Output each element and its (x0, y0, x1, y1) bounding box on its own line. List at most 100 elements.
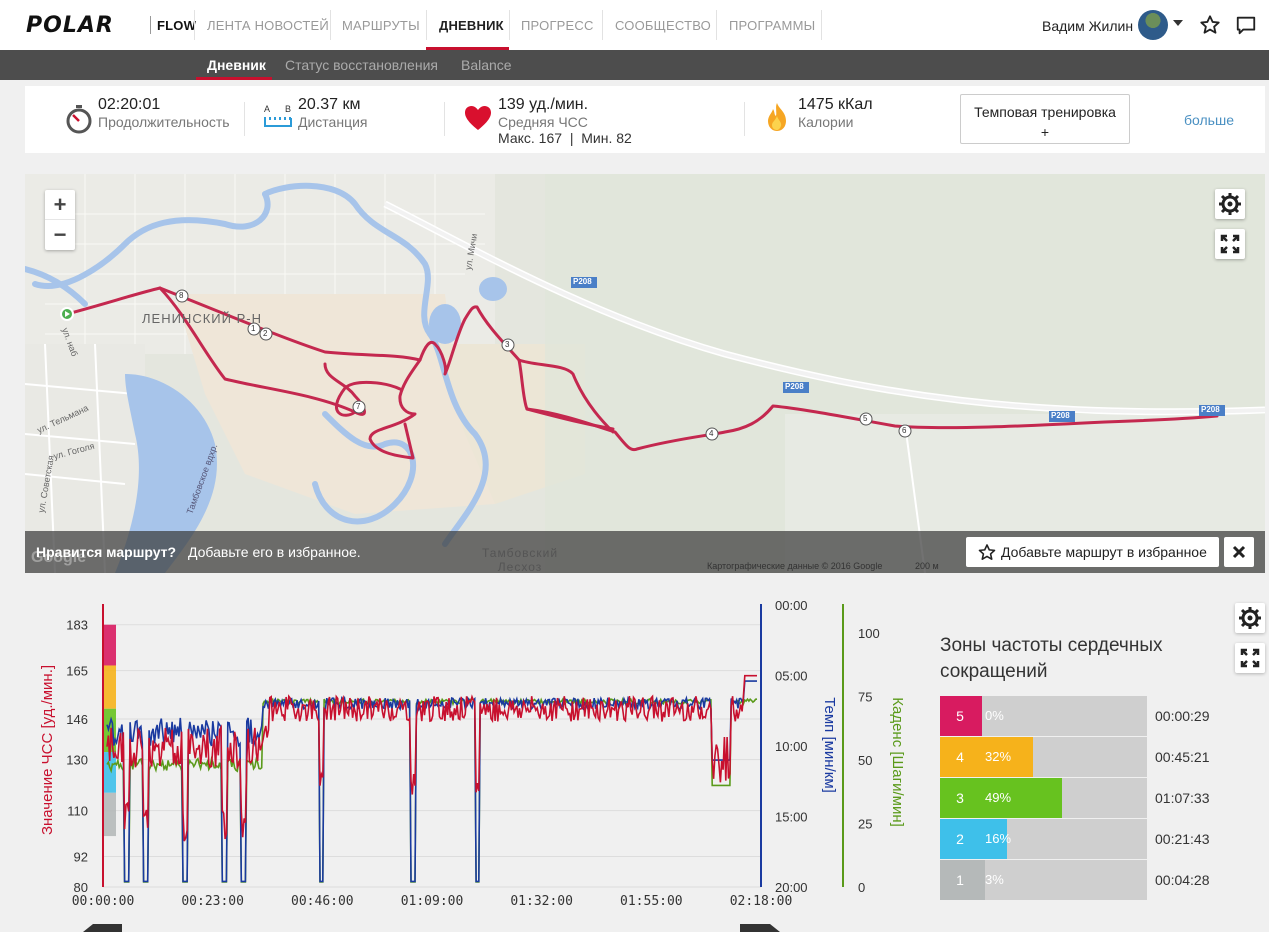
time-tick-label: 02:18:00 (730, 894, 793, 909)
duration-block: 02:20:01 Продолжительность (98, 96, 230, 130)
pace-tick-label: 20:00 (775, 880, 808, 895)
time-tick-label: 00:00:00 (72, 894, 135, 909)
nav-active-indicator (426, 47, 509, 50)
distance-value: 20.37 км (298, 96, 361, 113)
subnav-diary[interactable]: Дневник (207, 57, 266, 73)
hr-zone-percent: 32% (985, 749, 1012, 764)
cadence-tick-label: 0 (858, 880, 865, 895)
range-handle-right (740, 924, 780, 932)
hr-zone-time: 01:07:33 (1155, 790, 1210, 806)
chart-settings-button[interactable] (1235, 603, 1265, 633)
subnav-balance[interactable]: Balance (461, 57, 512, 73)
user-name[interactable]: Вадим Жилин (1042, 18, 1134, 34)
zone-strip (104, 624, 116, 666)
hr-zone-percent: 49% (985, 790, 1012, 805)
calories-block: 1475 кКал Калории (798, 96, 873, 130)
hr-tick-label: 92 (74, 849, 88, 864)
avatar[interactable] (1138, 10, 1168, 40)
hr-tick-label: 110 (67, 804, 88, 819)
zone-strip (104, 792, 116, 837)
route-marker: 3 (505, 340, 510, 349)
nav-item-routes[interactable]: МАРШРУТЫ (342, 18, 420, 33)
summary-divider (744, 102, 745, 136)
map-zoom-control: + − (45, 190, 75, 250)
map-fullscreen-button[interactable] (1215, 229, 1245, 259)
hr-zone-number: 2 (940, 819, 980, 859)
nav-divider (716, 10, 717, 40)
pace-series-line (106, 680, 757, 883)
zoom-in-button[interactable]: + (45, 190, 75, 220)
hr-tick-label: 165 (66, 664, 88, 679)
top-navigation: POLAR FLOW ЛЕНТА НОВОСТЕЙ МАРШРУТЫ ДНЕВН… (0, 0, 1269, 50)
hr-zone-number: 3 (940, 778, 980, 818)
nav-item-news-feed[interactable]: ЛЕНТА НОВОСТЕЙ (207, 18, 329, 33)
flame-icon (768, 103, 786, 131)
subnav-recovery-status[interactable]: Статус восстановления (285, 57, 438, 73)
nav-flow[interactable]: FLOW (157, 18, 197, 33)
hr-minmax: Макс. 167 | Мин. 82 (498, 130, 632, 146)
route-marker: 1 (251, 324, 256, 333)
nav-item-community[interactable]: СООБЩЕСТВО (615, 18, 711, 33)
pace-axis-label: Темп [мин/км] (821, 697, 838, 793)
fullscreen-icon (1220, 234, 1240, 254)
more-link[interactable]: больше (1184, 112, 1234, 128)
route-marker: 2 (263, 329, 268, 338)
stopwatch-icon (66, 105, 92, 134)
cadence-tick-label: 100 (858, 626, 880, 641)
distance-label: Дистанция (298, 114, 368, 130)
distance-icon: A B (263, 104, 293, 130)
route-marker: 8 (179, 291, 184, 300)
route-map[interactable]: ЛЕНИНСКИЙ Р-Н Тамбовский Лесхоз P208 P208… (25, 174, 1265, 573)
district-label: ЛЕНИНСКИЙ Р-Н (142, 311, 262, 326)
sport-profile-button[interactable]: Темповая тренировка + (960, 94, 1130, 144)
route-marker: 4 (709, 429, 714, 438)
training-chart[interactable]: 183 165 146 130 110 92 80 00:00 05:00 10:00 15:00 2… (25, 590, 915, 932)
fullscreen-icon (1240, 648, 1260, 668)
hr-zone-bar (980, 819, 1007, 859)
hr-zone-row: 1 3% (940, 860, 1147, 900)
zoom-out-button[interactable]: − (53, 222, 67, 247)
close-banner-button[interactable] (1224, 537, 1254, 567)
hr-label: Средняя ЧСС (498, 114, 588, 130)
time-tick-label: 01:32:00 (510, 894, 573, 909)
hr-zone-row: 5 0% (940, 696, 1147, 736)
nav-divider (426, 10, 427, 40)
hr-zone-percent: 3% (985, 872, 1004, 887)
time-tick-label: 01:09:00 (401, 894, 464, 909)
distance-block: 20.37 км Дистанция (298, 96, 368, 130)
time-tick-label: 00:23:00 (181, 894, 244, 909)
nav-item-progress[interactable]: ПРОГРЕСС (521, 18, 594, 33)
star-icon[interactable] (1199, 14, 1221, 36)
hr-zone-bar (980, 737, 1033, 777)
star-icon (978, 544, 996, 560)
add-favorite-route-button[interactable]: Добавьте маршрут в избранное (966, 537, 1219, 567)
chevron-down-icon[interactable] (1173, 20, 1183, 26)
google-watermark: Google (31, 549, 87, 566)
time-tick-label: 01:55:00 (620, 894, 683, 909)
nav-divider (330, 10, 331, 40)
polar-logo[interactable]: POLAR (26, 13, 114, 38)
pace-tick-label: 05:00 (775, 669, 808, 684)
hr-zone-row: 3 49% (940, 778, 1147, 818)
summary-divider (444, 102, 445, 136)
map-scale: 200 м (915, 561, 939, 571)
map-copyright: Картографические данные © 2016 Google (707, 561, 883, 571)
nav-item-diary[interactable]: ДНЕВНИК (439, 18, 504, 33)
range-handle-left (83, 924, 122, 932)
hr-zone-percent: 16% (985, 831, 1012, 846)
road-label: P208 (785, 382, 804, 391)
message-icon[interactable] (1235, 14, 1257, 36)
nav-item-programs[interactable]: ПРОГРАММЫ (729, 18, 816, 33)
route-marker: 7 (356, 402, 361, 411)
hr-zone-percent: 0% (985, 708, 1004, 723)
road-label: P208 (573, 277, 592, 286)
zone-strip (104, 665, 116, 709)
route-marker: 6 (902, 426, 907, 435)
chart-fullscreen-button[interactable] (1235, 643, 1265, 673)
nav-divider (602, 10, 603, 40)
summary-divider (244, 102, 245, 136)
map-canvas (25, 174, 1265, 573)
cadence-tick-label: 25 (858, 817, 872, 832)
map-settings-button[interactable] (1215, 189, 1245, 219)
hr-series-line (106, 674, 757, 842)
